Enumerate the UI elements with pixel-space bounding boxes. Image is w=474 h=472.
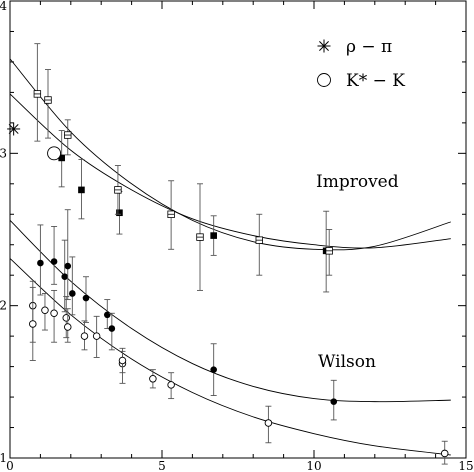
annotation-wilson: Wilson	[318, 352, 376, 372]
data-point-open-square	[325, 229, 333, 276]
asterisk-stroke	[319, 41, 329, 51]
data-point-open-circle	[149, 369, 157, 389]
legend-label-rho-pi: ρ − π	[346, 37, 392, 57]
data-point-filled-circle	[37, 224, 44, 296]
x-tick-label: 0	[6, 459, 14, 472]
filled-circle-marker	[330, 398, 338, 405]
filled-circle-marker	[61, 273, 69, 281]
data-point-open-circle	[50, 289, 58, 343]
open-circle-marker	[317, 73, 331, 87]
data-point-filled-circle	[69, 256, 76, 316]
data-point-open-square	[167, 180, 175, 250]
data-point-open-circle	[167, 372, 175, 400]
y-tick-label: 3	[0, 146, 7, 160]
legend-label-kstar-k: K* − K	[346, 71, 405, 91]
filled-circle-marker	[69, 290, 76, 297]
filled-circle-marker	[210, 366, 217, 373]
data-point-filled-circle	[50, 226, 58, 285]
data-point-filled-circle	[108, 312, 116, 351]
data-point-open-circle	[41, 293, 49, 331]
filled-square-marker	[116, 209, 123, 217]
fit-curves	[9, 58, 451, 456]
data-point-open-circle	[440, 440, 449, 465]
open-circle-marker	[80, 332, 89, 340]
data-point-open-circle	[118, 347, 127, 374]
data-point-filled-square	[78, 158, 85, 220]
x-tick-label: 15	[458, 459, 473, 472]
y-tick-label: 4	[0, 0, 7, 13]
data-point-filled-square	[58, 130, 65, 188]
data-point-open-circle	[80, 320, 89, 351]
data-point-open-square	[114, 165, 122, 215]
data-point-filled-circle	[82, 276, 90, 323]
open-circle-marker	[47, 146, 62, 161]
data-point-open-square	[64, 119, 72, 156]
filled-square-marker	[78, 186, 85, 194]
open-circle-marker	[41, 306, 49, 314]
legend: ρ − π K* − K	[317, 37, 405, 91]
filled-circle-marker	[50, 258, 58, 265]
open-circle-marker	[50, 309, 58, 318]
filled-circle-marker	[64, 262, 72, 270]
open-circle-marker	[149, 375, 157, 383]
open-circle-marker	[64, 323, 72, 331]
open-circle-marker	[92, 332, 101, 340]
open-circle-marker	[29, 320, 37, 328]
x-tick-label: 5	[158, 459, 166, 472]
data-points	[7, 43, 449, 465]
open-circle-marker	[264, 419, 273, 427]
filled-circle-marker	[103, 311, 111, 319]
filled-circle-marker	[37, 259, 44, 267]
filled-circle-marker	[82, 294, 90, 302]
open-circle-marker	[167, 381, 175, 389]
open-circle-marker	[440, 449, 449, 458]
fit-curve-improved	[9, 93, 451, 249]
data-point-filled-circle	[330, 379, 338, 421]
fit-curve-wilson	[9, 258, 451, 456]
legend-asterisk-marker	[317, 39, 331, 53]
data-point-open-square	[196, 183, 204, 291]
y-tick-label: 1	[0, 451, 7, 465]
open-circle-marker	[62, 314, 70, 322]
data-point-filled-circle	[103, 299, 111, 329]
data-point-open-circle	[29, 286, 37, 361]
data-point-open-square	[44, 69, 52, 139]
filled-circle-marker	[108, 325, 116, 332]
data-point-filled-circle	[210, 343, 217, 396]
data-point-open-circle	[64, 308, 72, 343]
data-point-filled-circle	[61, 239, 69, 313]
filled-square-marker	[58, 154, 65, 162]
fit-curve-wilson	[9, 220, 451, 403]
asterisk-stroke	[8, 124, 19, 134]
x-tick-label: 10	[306, 459, 321, 472]
plot-frame	[9, 0, 467, 459]
reference-point-open-circle	[47, 146, 62, 161]
data-point-open-square	[255, 213, 263, 276]
data-point-filled-circle	[64, 209, 72, 301]
y-tick-label: 2	[0, 299, 7, 313]
data-point-open-square	[33, 43, 42, 142]
open-circle-marker	[118, 356, 127, 365]
data-point-open-circle	[62, 296, 70, 339]
legend-open-circle-marker	[317, 73, 331, 87]
annotation-improved: Improved	[316, 172, 399, 192]
data-point-filled-square	[210, 215, 217, 256]
reference-point-asterisk	[7, 122, 21, 136]
data-point-open-circle	[264, 405, 273, 444]
filled-square-marker	[210, 232, 217, 239]
data-point-filled-square	[116, 190, 123, 235]
data-point-open-circle	[92, 315, 101, 358]
